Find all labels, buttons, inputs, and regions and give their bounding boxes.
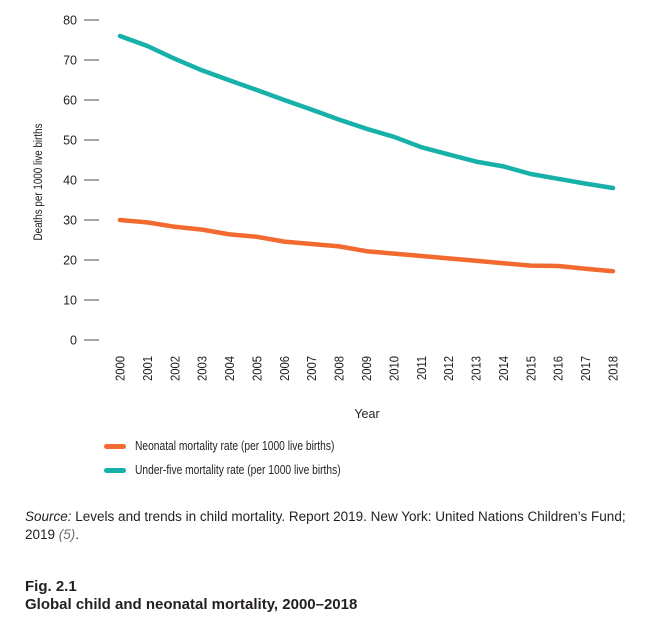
figure-title: Global child and neonatal mortality, 200… (25, 596, 358, 613)
x-tick-label: 2006 (277, 356, 292, 381)
x-tick-label: 2017 (579, 356, 594, 381)
y-tick-label: 80 (63, 14, 77, 28)
series-lines (117, 33, 616, 274)
x-tick-label: 2013 (469, 356, 484, 381)
x-axis-label: Year (354, 407, 379, 421)
series-line-under-five (117, 33, 616, 191)
y-tick-label: 10 (63, 294, 77, 308)
y-tick-label: 40 (63, 174, 77, 188)
x-tick-label: 2014 (496, 356, 511, 381)
x-tick-label: 2018 (606, 356, 621, 381)
source-note: Source: Levels and trends in child morta… (25, 508, 635, 544)
legend-item-neonatal: Neonatal mortality rate (per 1000 live b… (104, 434, 386, 458)
legend-label-under-five: Under-five mortality rate (per 1000 live… (135, 463, 341, 477)
y-tick-label: 60 (63, 94, 77, 108)
y-tick-label: 20 (63, 254, 77, 268)
legend-item-under-five: Under-five mortality rate (per 1000 live… (104, 458, 386, 482)
x-tick-label: 2002 (168, 356, 183, 381)
legend-swatch-under-five (104, 467, 126, 473)
x-axis: 2000 2001 2002 2003 2004 2005 2006 2007 2008 2009… (113, 356, 621, 381)
y-tick-label: 50 (63, 134, 77, 148)
x-tick-label: 2000 (113, 356, 128, 381)
source-label: Source: (25, 509, 72, 524)
source-reference: (5) (58, 527, 76, 542)
x-tick-label: 2015 (524, 356, 539, 381)
y-axis: 0 10 20 30 40 50 60 70 80 (63, 14, 99, 348)
figure-number: Fig. 2.1 (25, 578, 77, 595)
source-text: Levels and trends in child mortality. Re… (25, 509, 626, 542)
x-tick-label: 2004 (222, 356, 237, 381)
x-tick-label: 2012 (442, 356, 457, 381)
y-axis-label: Deaths per 1000 live births (32, 123, 45, 240)
x-tick-label: 2016 (551, 356, 566, 381)
legend-label-neonatal: Neonatal mortality rate (per 1000 live b… (135, 439, 335, 453)
legend: Neonatal mortality rate (per 1000 live b… (104, 434, 386, 482)
y-tick-label: 30 (63, 214, 77, 228)
x-tick-label: 2003 (195, 356, 210, 381)
y-tick-label: 70 (63, 54, 77, 68)
x-tick-label: 2010 (387, 356, 402, 381)
x-tick-label: 2001 (140, 356, 155, 381)
x-tick-label: 2011 (414, 356, 429, 381)
x-tick-label: 2008 (332, 356, 347, 381)
x-tick-label: 2007 (305, 356, 320, 381)
legend-swatch-neonatal (104, 443, 126, 449)
x-tick-label: 2009 (359, 356, 374, 381)
y-tick-label: 0 (70, 334, 77, 348)
series-line-neonatal (117, 217, 616, 274)
x-tick-label: 2005 (250, 356, 265, 381)
source-end: . (75, 527, 80, 542)
